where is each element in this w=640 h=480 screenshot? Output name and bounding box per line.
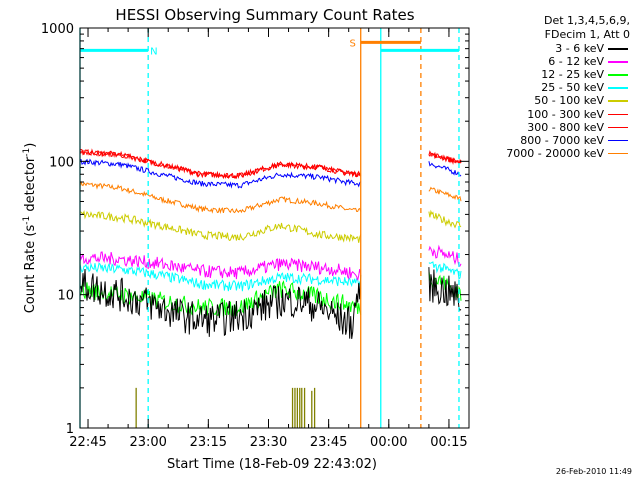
x-tick-label: 23:45	[310, 435, 347, 450]
chart-title: HESSI Observing Summary Count Rates	[115, 6, 414, 24]
series-line	[79, 148, 462, 180]
x-tick-label: 23:15	[190, 435, 227, 450]
legend-label: 300 - 800 keV	[527, 120, 604, 134]
legend-entry: 6 - 12 keV	[480, 55, 628, 68]
x-axis-label: Start Time (18-Feb-09 22:43:02)	[167, 457, 377, 472]
y-tick-label: 10	[57, 289, 74, 304]
footer-timestamp: 26-Feb-2010 11:49	[555, 467, 632, 476]
segment-label: S	[349, 38, 355, 49]
legend-swatch	[608, 74, 628, 76]
legend-entry: 12 - 25 keV	[480, 68, 628, 81]
series-line	[79, 261, 462, 292]
legend-label: 100 - 300 keV	[527, 107, 604, 121]
legend-label: 25 - 50 keV	[541, 81, 604, 95]
segment-label: N	[150, 46, 157, 57]
legend-swatch	[608, 139, 628, 142]
legend-entry: 800 - 7000 keV	[480, 134, 628, 147]
x-tick-label: 23:00	[129, 435, 166, 450]
legend-label: 3 - 6 keV	[555, 42, 604, 55]
series-line	[79, 244, 462, 281]
plot-frame	[79, 27, 470, 429]
legend-entry: 300 - 800 keV	[480, 121, 628, 134]
legend-swatch	[608, 113, 628, 115]
y-tick-label: 1	[66, 422, 74, 437]
x-tick-label: 22:45	[69, 435, 106, 450]
legend-label: 50 - 100 keV	[534, 94, 604, 108]
legend-label: 7000 - 20000 keV	[506, 146, 604, 160]
series-line	[79, 267, 462, 339]
legend-swatch	[608, 61, 628, 63]
legend-swatch	[608, 87, 628, 89]
legend-label: 800 - 7000 keV	[520, 133, 604, 147]
series-line	[79, 148, 462, 180]
legend-entry: 25 - 50 keV	[480, 81, 628, 94]
legend-entry: 7000 - 20000 keV	[480, 147, 628, 160]
legend-entry: 50 - 100 keV	[480, 94, 628, 107]
legend-label: 12 - 25 keV	[541, 68, 604, 82]
legend-entry: 100 - 300 keV	[480, 108, 628, 121]
legend-header-detectors: Det 1,3,4,5,6,9,	[543, 14, 630, 27]
y-tick-label: 100	[49, 155, 74, 170]
legend-swatch	[608, 152, 628, 155]
series-line	[79, 270, 462, 317]
legend-entry: 3 - 6 keV	[480, 42, 628, 55]
series-line	[79, 158, 462, 189]
series-line	[79, 181, 462, 215]
y-axis-label: Count Rate (s-1 detector-1)	[22, 143, 38, 314]
legend-swatch	[608, 126, 628, 129]
x-tick-label: 23:30	[250, 435, 287, 450]
legend-swatch	[608, 100, 628, 102]
legend-label: 6 - 12 keV	[548, 55, 604, 69]
x-tick-label: 00:00	[370, 435, 407, 450]
series-line	[79, 209, 462, 243]
legend-header-decimation: FDecim 1, Att 0	[544, 28, 630, 41]
x-tick-label: 00:15	[430, 435, 467, 450]
y-tick-label: 1000	[41, 22, 74, 37]
legend-swatch	[608, 48, 628, 50]
